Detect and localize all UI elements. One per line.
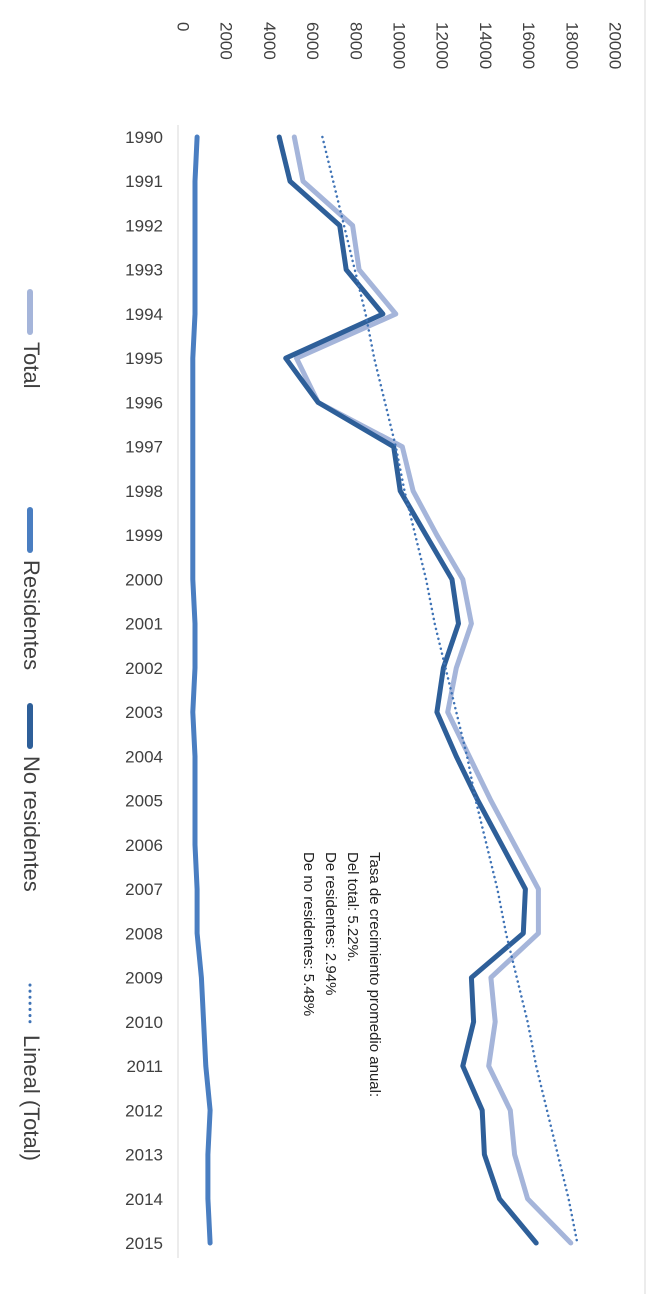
series-line-residentes	[190, 134, 213, 1246]
annotation-line-1: Tasa de crecimiento promedio anual:	[366, 852, 383, 1097]
year-tick-label: 2013	[125, 1146, 163, 1165]
year-tick-label: 2006	[125, 836, 163, 855]
annotation-line-3: De residentes: 2.94%	[322, 852, 339, 995]
legend: Total Residentes No residentes Lineal (Tota…	[19, 289, 44, 1161]
value-tick-label: 2000	[217, 22, 236, 60]
year-tick-label: 2012	[125, 1101, 163, 1120]
value-tick-label: 12000	[433, 22, 452, 69]
year-tick-label: 1991	[125, 172, 163, 191]
value-tick-label: 18000	[562, 22, 581, 69]
value-axis-ticks: 0 2000 4000 6000 8000 10000 12000 14000 16000 180…	[174, 22, 625, 69]
annotation-line-2: Del total: 5.22%.	[344, 852, 361, 962]
year-tick-label: 1990	[125, 128, 163, 147]
legend-label: Total	[19, 342, 44, 388]
legend-label: Residentes	[19, 560, 44, 670]
year-tick-label: 2008	[125, 924, 163, 943]
category-axis-ticks: 1990 1991 1992 1993 1994 1995 1996 1997 1998 1999…	[125, 128, 163, 1253]
legend-label: Lineal (Total)	[19, 1035, 44, 1161]
year-tick-label: 1993	[125, 261, 163, 280]
value-tick-label: 0	[174, 22, 193, 31]
year-tick-label: 2015	[125, 1234, 163, 1253]
year-tick-label: 2002	[125, 659, 163, 678]
year-tick-label: 1994	[125, 305, 163, 324]
year-tick-label: 2010	[125, 1013, 163, 1032]
series-line-lineal-total	[321, 135, 579, 1245]
legend-label: No residentes	[19, 756, 44, 892]
value-tick-label: 10000	[390, 22, 409, 69]
value-tick-label: 6000	[303, 22, 322, 60]
year-tick-label: 2004	[125, 747, 163, 766]
annotation-line-4: De no residentes: 5.48%	[300, 852, 317, 1016]
year-tick-label: 2005	[125, 792, 163, 811]
annotation-box: Tasa de crecimiento promedio anual: Del …	[300, 852, 383, 1097]
value-tick-label: 8000	[346, 22, 365, 60]
year-tick-label: 1992	[125, 216, 163, 235]
year-tick-label: 1996	[125, 393, 163, 412]
year-tick-label: 2007	[125, 880, 163, 899]
year-tick-label: 1998	[125, 482, 163, 501]
year-tick-label: 1997	[125, 438, 163, 457]
series-lines	[190, 134, 579, 1246]
year-tick-label: 1995	[125, 349, 163, 368]
year-tick-label: 1999	[125, 526, 163, 545]
year-tick-label: 2014	[125, 1190, 163, 1209]
year-tick-label: 2003	[125, 703, 163, 722]
year-tick-label: 2011	[126, 1057, 163, 1076]
series-line-no-residentes	[276, 134, 539, 1246]
value-tick-label: 20000	[606, 22, 625, 69]
value-tick-label: 14000	[476, 22, 495, 69]
value-tick-label: 16000	[519, 22, 538, 69]
year-tick-label: 2001	[125, 615, 163, 634]
year-tick-label: 2009	[125, 969, 163, 988]
year-tick-label: 2000	[125, 570, 163, 589]
value-tick-label: 4000	[260, 22, 279, 60]
series-line-total	[291, 134, 574, 1246]
